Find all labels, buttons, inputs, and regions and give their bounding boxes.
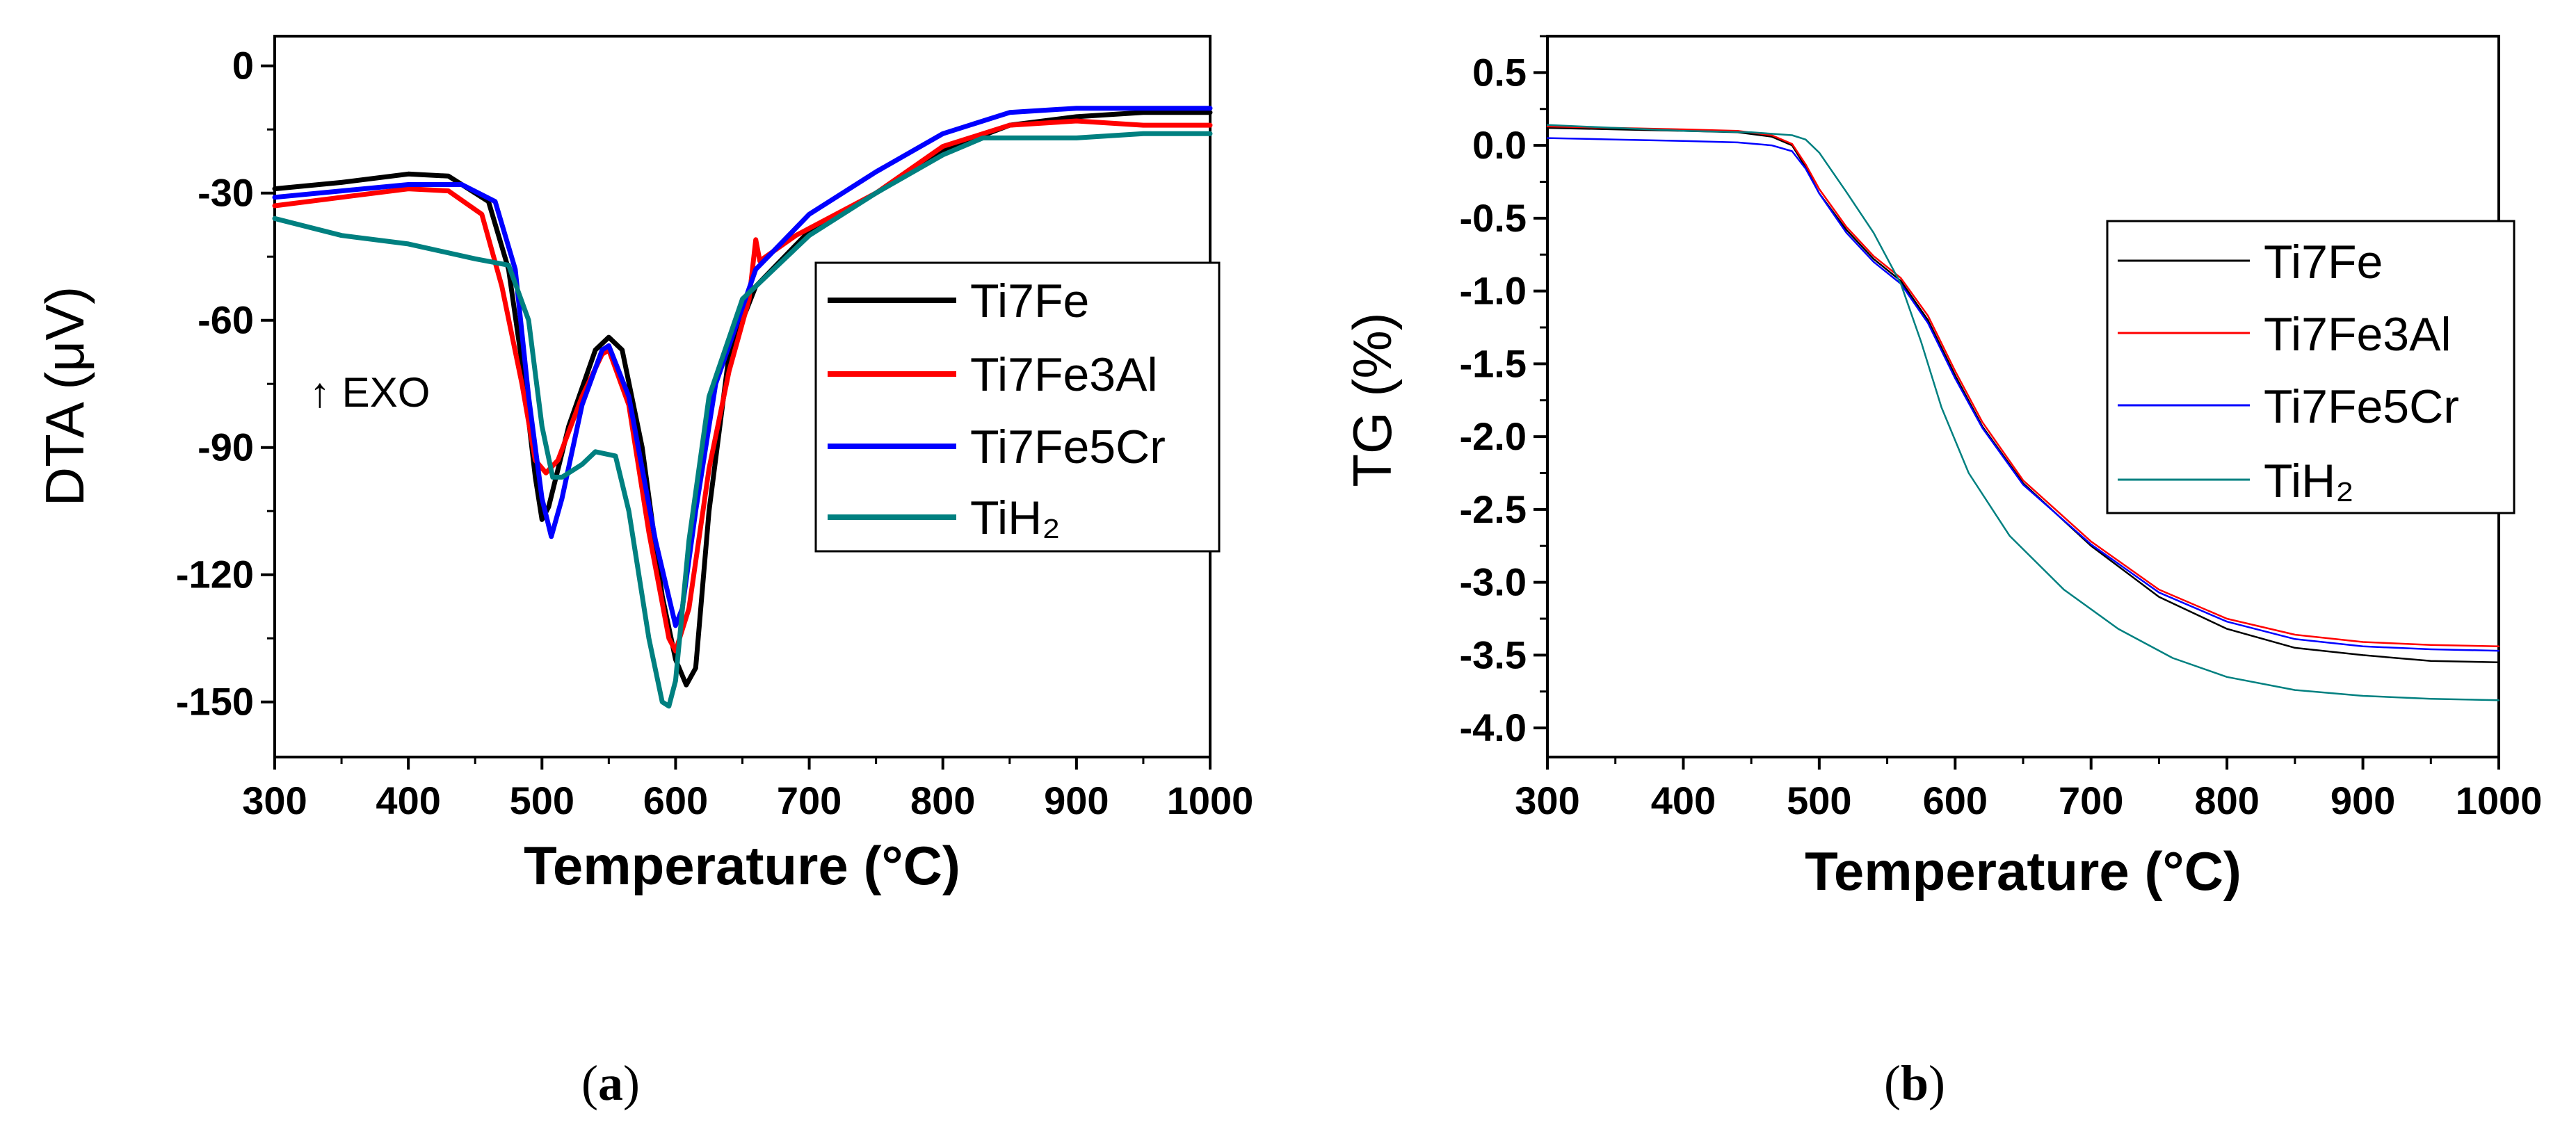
panel-b-legend-entry: Ti7Fe <box>2118 236 2383 288</box>
series-line-ti7fe5cr <box>1546 137 2500 652</box>
y-tick-label: -4.0 <box>1460 706 1527 749</box>
panel-b-caption-label: (b) <box>1884 1055 1945 1111</box>
y-tick-label: 0 <box>232 44 254 88</box>
panel-b-y-ticks: 0.5 0.0 -0.5 -1.0 -1.5 -2.0 -2.5 -3.0 -3.5 -4.0 <box>1460 35 1547 749</box>
x-tick-label: 500 <box>1787 779 1851 822</box>
panel-b-x-axis-title: Temperature (°C) <box>1805 840 2241 902</box>
panel-b-legend: Ti7Fe Ti7Fe3Al Ti7Fe5Cr TiH₂ <box>2106 220 2515 514</box>
y-tick-label: 0.0 <box>1472 123 1527 167</box>
panel-a-exo-annotation: ↑ EXO <box>309 369 430 416</box>
x-tick-label: 700 <box>2059 779 2123 822</box>
y-tick-label: -3.5 <box>1460 633 1527 676</box>
x-tick-label: 1000 <box>1167 779 1254 822</box>
legend-label-ti7fe5cr: Ti7Fe5Cr <box>970 421 1166 473</box>
legend-label-tih2: TiH₂ <box>970 491 1061 544</box>
panel-b-legend-entry: TiH₂ <box>2118 455 2354 507</box>
panel-b-series-lines <box>1546 124 2500 701</box>
panel-a-legend: Ti7Fe Ti7Fe3Al Ti7Fe5Cr TiH₂ <box>814 261 1221 553</box>
y-tick-label: -2.5 <box>1460 487 1527 531</box>
x-tick-label: 500 <box>510 779 574 822</box>
panel-a-y-ticks: 0 -30 -60 -90 -120 -150 <box>176 44 275 724</box>
panel-a-legend-entry: TiH₂ <box>828 491 1061 544</box>
series-line-tih <box>272 131 1213 709</box>
x-tick-label: 300 <box>1515 779 1579 822</box>
y-tick-label: -150 <box>176 680 254 724</box>
y-tick-label: -1.5 <box>1460 341 1527 385</box>
x-tick-label: 300 <box>242 779 307 822</box>
panel-a-legend-box <box>814 261 1221 553</box>
x-tick-label: 900 <box>2331 779 2395 822</box>
y-tick-label: -30 <box>198 171 254 215</box>
panel-a-legend-entry: Ti7Fe5Cr <box>828 421 1166 473</box>
panel-a-dta-chart: 300 400 500 600 700 800 900 1000 0 -30 -60 -90 -120… <box>34 35 1253 1111</box>
x-tick-label: 400 <box>1651 779 1716 822</box>
x-tick-label: 600 <box>643 779 708 822</box>
panel-b-caption-letter: b <box>1901 1055 1929 1111</box>
x-tick-label: 600 <box>1923 779 1988 822</box>
panel-b-legend-box <box>2106 220 2515 514</box>
panel-a-caption-letter: a <box>598 1055 623 1111</box>
y-tick-label: -120 <box>176 553 254 596</box>
panel-b-legend-entry: Ti7Fe3Al <box>2118 308 2452 361</box>
panel-a-y-axis-title: DTA (μV) <box>34 286 95 507</box>
panel-a-series-lines <box>272 106 1213 709</box>
panel-b-y-axis-title: TG (%) <box>1342 312 1403 487</box>
legend-label-ti7fe: Ti7Fe <box>2264 236 2383 288</box>
legend-label-ti7fe: Ti7Fe <box>970 275 1089 327</box>
legend-label-ti7fe3al: Ti7Fe3Al <box>2264 308 2452 361</box>
panel-b-tg-chart: 300 400 500 600 700 800 900 1000 0.5 0.0 -0.5 -1.0… <box>1342 35 2542 1111</box>
y-tick-label: -3.0 <box>1460 560 1527 604</box>
series-line-tih <box>1546 124 2500 701</box>
x-tick-label: 400 <box>376 779 440 822</box>
series-line-ti7fe <box>1546 127 2500 664</box>
legend-label-tih2: TiH₂ <box>2264 455 2354 507</box>
panel-a-legend-entry: Ti7Fe <box>828 275 1089 327</box>
panel-a-caption-label: (a) <box>581 1055 640 1111</box>
x-tick-label: 800 <box>2194 779 2259 822</box>
x-tick-label: 700 <box>777 779 842 822</box>
y-tick-label: -90 <box>198 425 254 469</box>
panel-a-x-ticks: 300 400 500 600 700 800 900 1000 <box>242 757 1253 822</box>
x-tick-label: 900 <box>1044 779 1109 822</box>
y-tick-label: -0.5 <box>1460 196 1527 240</box>
panel-a-legend-entry: Ti7Fe3Al <box>828 348 1158 401</box>
legend-label-ti7fe3al: Ti7Fe3Al <box>970 348 1158 401</box>
legend-label-ti7fe5cr: Ti7Fe5Cr <box>2264 380 2459 433</box>
y-tick-label: -60 <box>198 298 254 342</box>
panel-a-x-axis-title: Temperature (°C) <box>524 835 960 896</box>
x-tick-label: 1000 <box>2456 779 2543 822</box>
series-line-ti7fe5cr <box>272 106 1213 628</box>
y-tick-label: 0.5 <box>1472 50 1527 94</box>
x-tick-label: 800 <box>910 779 975 822</box>
panel-b-x-ticks: 300 400 500 600 700 800 900 1000 <box>1515 757 2542 822</box>
y-tick-label: -1.0 <box>1460 269 1527 313</box>
panel-b-legend-entry: Ti7Fe5Cr <box>2118 380 2459 433</box>
y-tick-label: -2.0 <box>1460 414 1527 458</box>
